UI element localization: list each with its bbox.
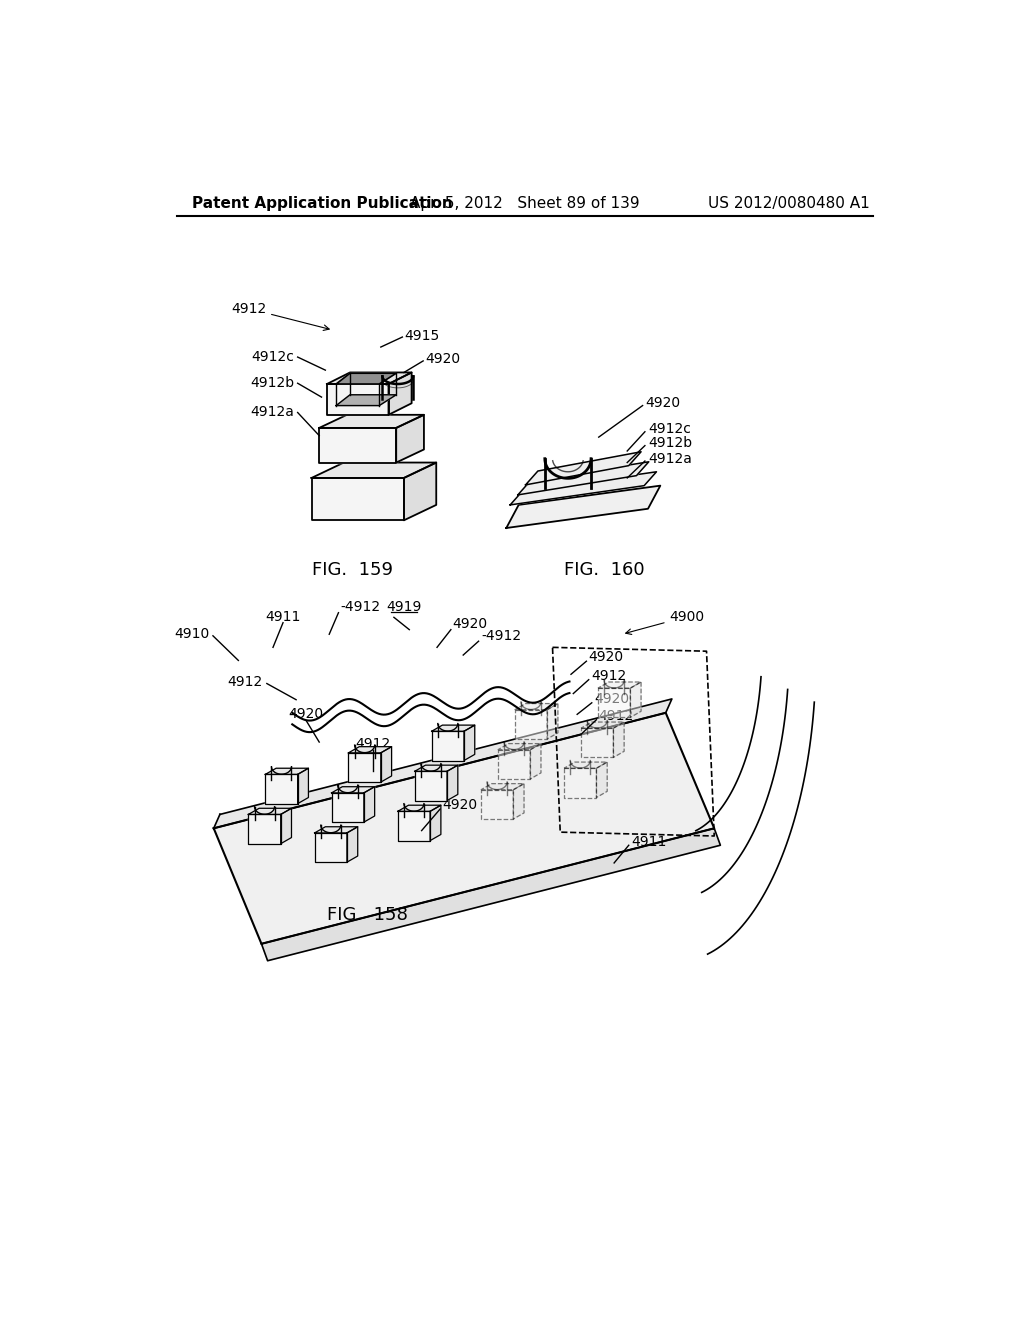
Text: Apr. 5, 2012   Sheet 89 of 139: Apr. 5, 2012 Sheet 89 of 139 (410, 195, 640, 211)
Polygon shape (381, 747, 391, 781)
Polygon shape (518, 462, 649, 495)
Polygon shape (613, 722, 625, 758)
Text: FIG.  159: FIG. 159 (312, 561, 393, 579)
Polygon shape (388, 372, 412, 414)
Text: FIG.  158: FIG. 158 (328, 906, 409, 924)
Text: 4920: 4920 (453, 618, 487, 631)
Polygon shape (332, 793, 364, 822)
Text: 4912: 4912 (355, 737, 391, 751)
Polygon shape (214, 700, 672, 829)
Polygon shape (332, 787, 375, 793)
Polygon shape (314, 833, 347, 862)
Polygon shape (564, 762, 607, 768)
Polygon shape (581, 722, 625, 729)
Text: US 2012/0080480 A1: US 2012/0080480 A1 (708, 195, 869, 211)
Polygon shape (547, 704, 558, 739)
Text: 4912: 4912 (230, 301, 329, 330)
Polygon shape (530, 743, 541, 779)
Polygon shape (249, 808, 292, 814)
Polygon shape (249, 814, 281, 843)
Polygon shape (336, 395, 396, 405)
Text: Patent Application Publication: Patent Application Publication (193, 195, 453, 211)
Polygon shape (631, 682, 641, 718)
Text: 4912: 4912 (591, 669, 627, 682)
Polygon shape (311, 478, 403, 520)
Text: 4912: 4912 (227, 675, 263, 689)
Polygon shape (261, 829, 720, 961)
Polygon shape (525, 451, 641, 484)
Polygon shape (214, 713, 714, 944)
Polygon shape (430, 805, 441, 841)
Text: 4915: 4915 (403, 329, 439, 342)
Polygon shape (515, 710, 547, 739)
Polygon shape (348, 752, 381, 781)
Text: 4910: 4910 (174, 627, 209, 642)
Polygon shape (396, 414, 424, 462)
Polygon shape (481, 784, 524, 789)
Polygon shape (311, 462, 436, 478)
Polygon shape (281, 808, 292, 843)
Polygon shape (327, 384, 388, 414)
Text: -4912: -4912 (481, 628, 521, 643)
Polygon shape (596, 762, 607, 797)
Polygon shape (498, 743, 541, 750)
Polygon shape (506, 486, 660, 528)
Text: 4912b: 4912b (648, 437, 692, 450)
Text: 4912c: 4912c (252, 350, 295, 364)
Text: 4920: 4920 (425, 351, 461, 366)
Text: 4912c: 4912c (648, 422, 691, 437)
Polygon shape (314, 826, 357, 833)
Polygon shape (515, 704, 558, 710)
Polygon shape (415, 766, 458, 771)
Polygon shape (447, 766, 458, 800)
Text: -4912: -4912 (340, 599, 380, 614)
Polygon shape (432, 725, 475, 731)
Text: 4912: 4912 (599, 709, 634, 723)
Polygon shape (265, 775, 298, 804)
Polygon shape (348, 747, 391, 752)
Polygon shape (336, 374, 396, 384)
Text: 4920: 4920 (589, 651, 624, 664)
Polygon shape (364, 787, 375, 822)
Polygon shape (327, 372, 412, 384)
Text: 4912a: 4912a (648, 451, 692, 466)
Text: 4920: 4920 (645, 396, 680, 411)
Polygon shape (347, 826, 357, 862)
Polygon shape (403, 462, 436, 520)
Polygon shape (265, 768, 308, 775)
Polygon shape (581, 729, 613, 758)
Polygon shape (498, 750, 530, 779)
Polygon shape (415, 771, 447, 800)
Text: 4911: 4911 (265, 610, 301, 623)
Text: 4911: 4911 (631, 836, 667, 849)
Polygon shape (397, 812, 430, 841)
Text: FIG.  160: FIG. 160 (564, 561, 644, 579)
Polygon shape (319, 428, 396, 462)
Polygon shape (319, 414, 424, 428)
Polygon shape (481, 789, 513, 818)
Polygon shape (510, 471, 656, 506)
Polygon shape (298, 768, 308, 804)
Polygon shape (432, 731, 464, 760)
Text: 4912a: 4912a (251, 405, 295, 420)
Polygon shape (564, 768, 596, 797)
Polygon shape (464, 725, 475, 760)
Text: 4920: 4920 (442, 799, 477, 812)
Text: 4920: 4920 (289, 708, 324, 721)
Polygon shape (598, 688, 631, 718)
Polygon shape (513, 784, 524, 818)
Polygon shape (397, 805, 441, 812)
Text: 4919: 4919 (386, 599, 422, 614)
Polygon shape (598, 682, 641, 688)
Text: 4900: 4900 (626, 610, 705, 635)
Text: 4920: 4920 (594, 692, 629, 706)
Text: 4912b: 4912b (251, 376, 295, 391)
